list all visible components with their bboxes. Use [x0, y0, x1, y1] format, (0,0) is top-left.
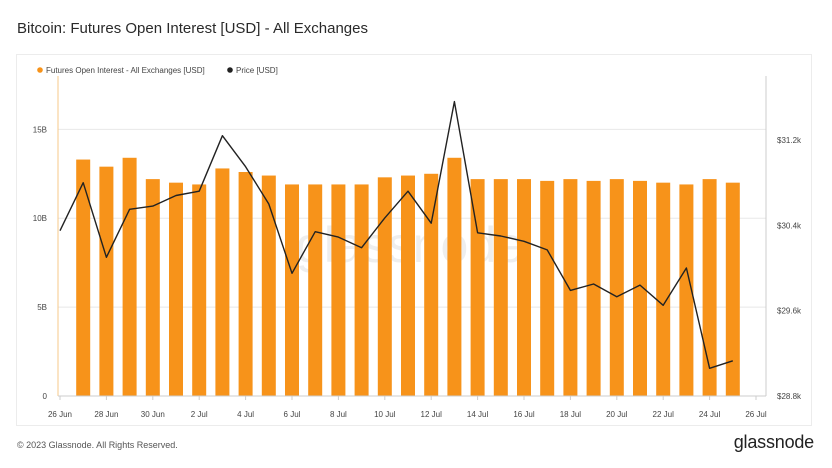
x-tick-label: 20 Jul	[606, 410, 628, 419]
oi-bar	[354, 184, 369, 396]
oi-bar	[377, 177, 392, 396]
x-tick-label: 26 Jul	[745, 410, 767, 419]
oi-bar	[633, 180, 647, 396]
x-tick-label: 16 Jul	[513, 410, 535, 419]
x-tick-label: 8 Jul	[330, 410, 347, 419]
oi-bar	[586, 180, 601, 396]
oi-bar	[702, 179, 717, 396]
oi-bar	[122, 157, 137, 396]
oi-bar	[424, 173, 439, 396]
bar-series	[76, 157, 740, 396]
legend-marker-price	[227, 67, 233, 73]
y-right-tick-label: $31.2k	[777, 136, 802, 145]
legend-item: Futures Open Interest - All Exchanges [U…	[37, 66, 205, 75]
copyright-text: © 2023 Glassnode. All Rights Reserved.	[17, 440, 178, 450]
y-left-tick-label: 0	[43, 392, 48, 401]
oi-bar	[169, 182, 183, 396]
oi-bar	[308, 184, 323, 396]
oi-bar	[679, 184, 694, 396]
x-tick-label: 4 Jul	[237, 410, 254, 419]
glassnode-logo: glassnode	[733, 432, 814, 452]
x-tick-label: 18 Jul	[560, 410, 582, 419]
oi-bar	[563, 179, 578, 396]
oi-bar	[447, 157, 462, 396]
legend-item: Price [USD]	[227, 66, 278, 75]
legend-marker-oi	[37, 67, 43, 73]
legend-label: Price [USD]	[236, 66, 278, 75]
oi-bar	[725, 182, 740, 396]
oi-bar	[401, 175, 415, 396]
oi-bar	[261, 175, 276, 396]
oi-bar	[238, 172, 253, 396]
oi-bar	[285, 184, 299, 396]
oi-bar	[192, 184, 207, 396]
y-left-tick-label: 10B	[33, 214, 47, 223]
x-tick-label: 30 Jun	[141, 410, 165, 419]
y-right-tick-label: $28.8k	[777, 392, 802, 401]
y-right-tick-label: $30.4k	[777, 221, 802, 230]
oi-bar	[656, 182, 671, 396]
x-tick-label: 2 Jul	[191, 410, 208, 419]
oi-bar	[540, 180, 555, 396]
oi-bar	[76, 159, 91, 396]
x-tick-label: 28 Jun	[94, 410, 118, 419]
x-tick-label: 14 Jul	[467, 410, 489, 419]
x-tick-label: 10 Jul	[374, 410, 396, 419]
y-left-tick-label: 15B	[33, 125, 47, 134]
oi-bar	[609, 179, 624, 396]
oi-bar	[493, 179, 508, 396]
oi-bar	[331, 184, 346, 396]
axes: 0 5B 10B 15B $28.8k $29.6k $30.4k $31.2k 26 Jun 2…	[33, 76, 802, 419]
oi-bar	[470, 179, 485, 396]
x-tick-label: 26 Jun	[48, 410, 72, 419]
price-series	[59, 100, 734, 369]
legend: Futures Open Interest - All Exchanges [U…	[37, 66, 278, 75]
x-tick-label: 22 Jul	[653, 410, 675, 419]
chart-title: Bitcoin: Futures Open Interest [USD] - A…	[17, 20, 368, 37]
price-line	[59, 100, 734, 369]
x-tick-label: 6 Jul	[284, 410, 301, 419]
y-left-tick-label: 5B	[37, 303, 47, 312]
y-right-tick-label: $29.6k	[777, 307, 802, 316]
oi-bar	[517, 179, 531, 396]
legend-label: Futures Open Interest - All Exchanges [U…	[46, 66, 205, 75]
oi-bar	[99, 166, 114, 396]
chart-panel	[16, 54, 812, 426]
oi-bar	[215, 168, 230, 396]
x-tick-label: 24 Jul	[699, 410, 721, 419]
oi-bar	[145, 179, 160, 396]
x-tick-label: 12 Jul	[421, 410, 443, 419]
